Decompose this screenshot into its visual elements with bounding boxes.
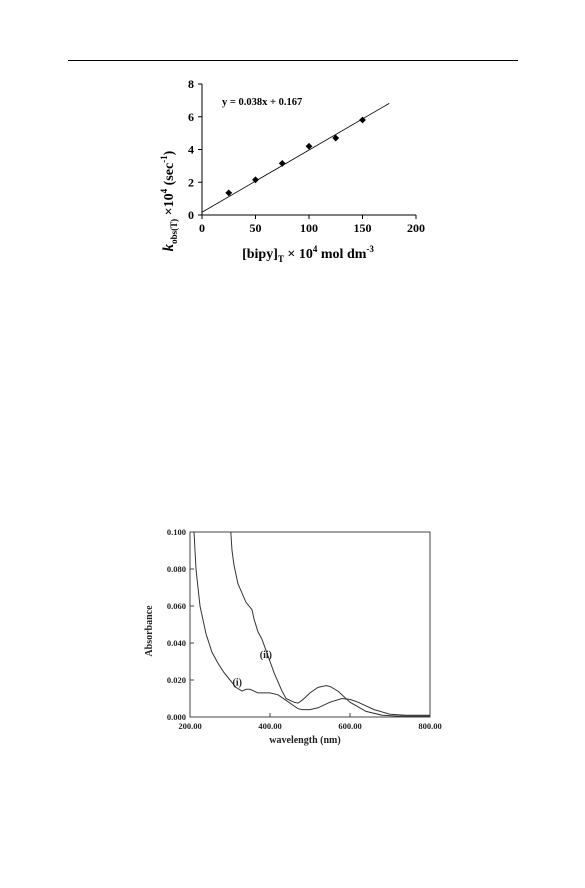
y-axis-label-unit: (sec [162, 163, 177, 189]
y-tick-label: 0.000 [167, 712, 186, 722]
y-tick-label: 0.100 [167, 527, 186, 537]
rate-constant-chart: 0 50 100 150 200 0 2 4 6 8 y = 0.038x + 0.167 kob… [159, 77, 425, 264]
x-tick-label: 200.00 [178, 721, 201, 731]
x-tick-label: 800.00 [418, 721, 441, 731]
y-tick-label: 0 [188, 208, 194, 222]
y-tick-label: 0.020 [167, 675, 186, 685]
y-axis-label-exp: 4 [159, 188, 169, 193]
series-line [193, 531, 430, 716]
series-label: (ii) [260, 650, 272, 661]
y-tick-label: 0.040 [167, 638, 186, 648]
y-tick-label: 0.060 [167, 601, 186, 611]
y-axis-label-close: ) [162, 150, 177, 155]
y-axis-label: Absorbance [144, 605, 155, 657]
x-tick-label: 50 [250, 221, 262, 235]
x-tick-label: 0 [199, 221, 205, 235]
y-tick-label: 2 [188, 175, 194, 189]
y-axis-label: kobs(T) ×104 (sec-1) [159, 150, 179, 251]
x-tick-label: 200 [407, 221, 425, 235]
x-axis-label-main: [bipy] [242, 247, 278, 262]
x-axis-label: [bipy]T × 104 mol dm-3 [242, 244, 374, 264]
plot-area: 200.00 400.00 600.00 800.00 0.000 0.020 0.040 0… [167, 527, 442, 731]
data-point [305, 142, 313, 150]
regression-equation: y = 0.038x + 0.167 [222, 97, 302, 108]
series-line [230, 531, 430, 717]
data-point [252, 176, 259, 184]
x-axis-label: wavelength (nm) [269, 735, 340, 746]
x-axis-label-sub: T [278, 254, 284, 264]
x-axis-label-mid: × 10 [284, 247, 313, 262]
data-point [278, 160, 286, 167]
x-axis-label-tail-exp: -3 [366, 244, 374, 254]
x-axis-label-tail: mol dm [317, 247, 366, 262]
absorbance-spectrum-chart: 200.00 400.00 600.00 800.00 0.000 0.020 0.040 0… [144, 527, 442, 746]
y-axis-label-unit-exp: -1 [159, 155, 169, 163]
y-axis-label-mid: ×10 [162, 193, 177, 218]
x-axis-label-exp: 4 [313, 244, 318, 254]
plot-area: 0 50 100 150 200 0 2 4 6 8 [188, 77, 425, 235]
y-tick-label: 0.080 [167, 564, 186, 574]
y-tick-label: 4 [188, 143, 194, 157]
y-tick-label: 6 [188, 110, 194, 124]
x-tick-label: 150 [354, 221, 372, 235]
y-tick-label: 8 [188, 77, 194, 91]
trendline [201, 103, 390, 213]
data-point [225, 189, 233, 197]
x-tick-label: 400.00 [258, 721, 281, 731]
header-rule [68, 60, 518, 61]
x-tick-label: 600.00 [338, 721, 361, 731]
x-tick-label: 100 [300, 221, 318, 235]
y-axis-label-k: k [161, 243, 177, 251]
plot-frame [189, 531, 431, 718]
y-axis-label-sub: obs(T) [169, 219, 179, 244]
series-label: (i) [233, 678, 242, 689]
data-point [332, 134, 340, 142]
data-point [359, 116, 366, 124]
